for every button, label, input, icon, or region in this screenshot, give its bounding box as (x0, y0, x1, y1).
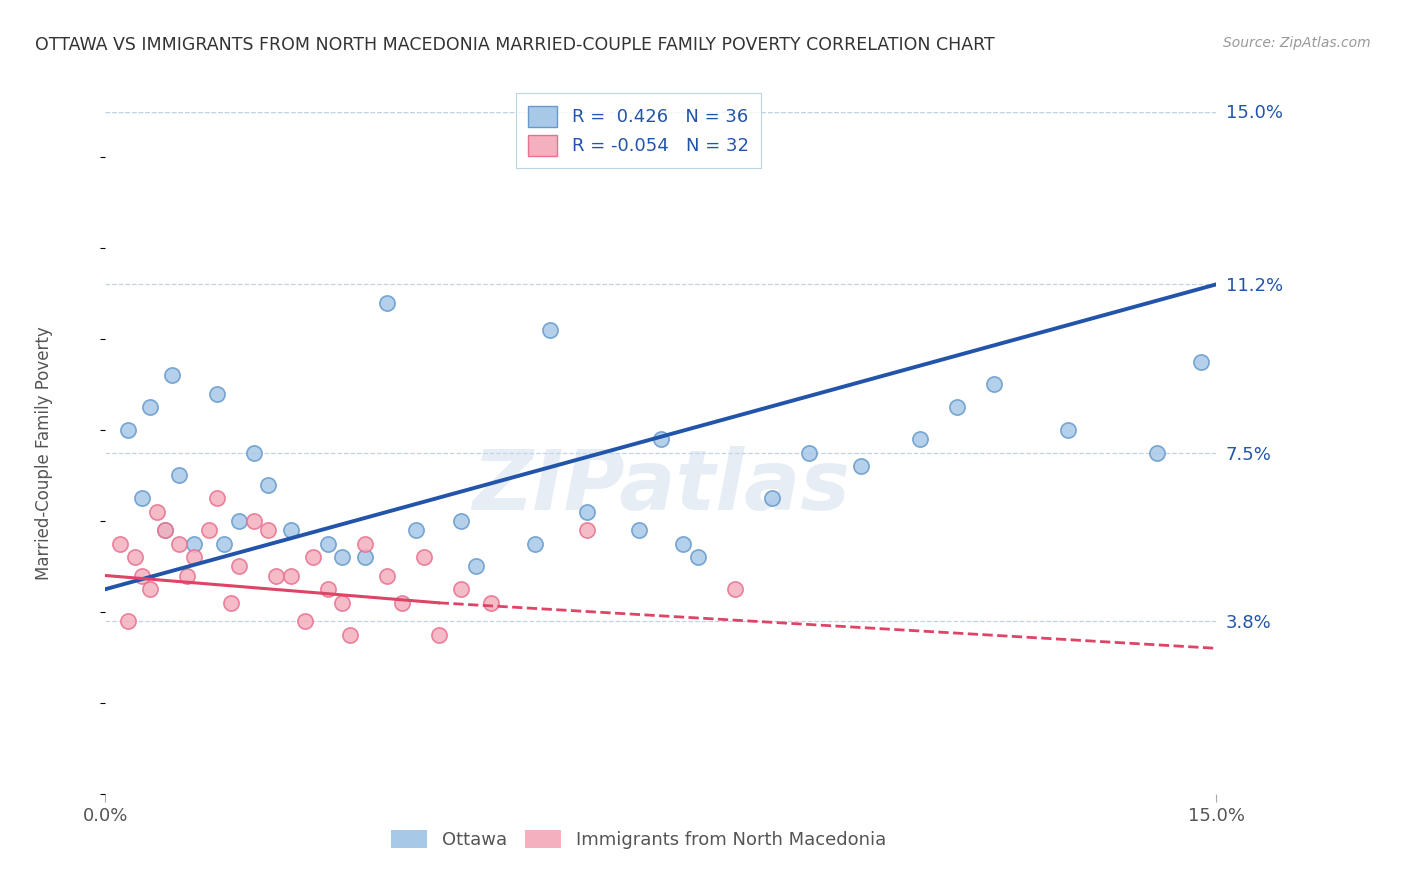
Point (450, 514, 472, 528)
Point (117, 423, 139, 437)
Point (538, 323, 561, 337)
Point (391, 596, 413, 610)
Point (139, 400, 162, 414)
Text: ZIPatlas: ZIPatlas (472, 446, 849, 527)
Point (280, 523, 302, 537)
Point (153, 523, 176, 537)
Point (183, 550, 205, 565)
Point (146, 505, 169, 519)
Point (849, 459, 872, 474)
Point (353, 550, 375, 565)
Point (332, 596, 354, 610)
Point (131, 568, 153, 582)
Point (339, 628, 361, 642)
Point (242, 446, 264, 460)
Point (124, 550, 146, 565)
Point (464, 559, 486, 574)
Point (908, 432, 931, 446)
Text: Married-Couple Family Poverty: Married-Couple Family Poverty (35, 326, 53, 580)
Point (110, 537, 132, 551)
Point (301, 550, 323, 565)
Point (332, 550, 354, 565)
Point (228, 514, 250, 528)
Point (724, 582, 747, 596)
Legend: Ottawa, Immigrants from North Macedonia: Ottawa, Immigrants from North Macedonia (384, 822, 893, 856)
Point (575, 505, 598, 519)
Point (761, 491, 783, 505)
Text: OTTAWA VS IMMIGRANTS FROM NORTH MACEDONIA MARRIED-COUPLE FAMILY POVERTY CORRELAT: OTTAWA VS IMMIGRANTS FROM NORTH MACEDONI… (35, 36, 995, 54)
Point (672, 537, 695, 551)
Point (294, 614, 316, 628)
Point (523, 537, 546, 551)
Point (257, 523, 280, 537)
Point (131, 491, 153, 505)
Point (169, 468, 191, 483)
Point (176, 568, 198, 582)
Point (412, 550, 434, 565)
Point (1146, 446, 1168, 460)
Point (479, 596, 502, 610)
Point (650, 432, 672, 446)
Point (316, 537, 339, 551)
Point (450, 582, 472, 596)
Point (316, 582, 339, 596)
Point (205, 386, 228, 401)
Point (405, 523, 427, 537)
Point (242, 514, 264, 528)
Point (375, 295, 398, 310)
Point (228, 559, 250, 574)
Point (169, 537, 191, 551)
Point (221, 596, 243, 610)
Point (117, 614, 139, 628)
Point (198, 523, 221, 537)
Point (686, 550, 709, 565)
Point (280, 568, 302, 582)
Point (375, 568, 398, 582)
Point (257, 477, 280, 491)
Point (153, 523, 176, 537)
Point (139, 582, 162, 596)
Point (983, 377, 1005, 392)
Point (1057, 423, 1080, 437)
Point (427, 628, 450, 642)
Point (1189, 355, 1212, 369)
Point (183, 537, 205, 551)
Point (627, 523, 650, 537)
Point (353, 537, 375, 551)
Point (797, 446, 820, 460)
Text: Source: ZipAtlas.com: Source: ZipAtlas.com (1223, 36, 1371, 50)
Point (575, 523, 598, 537)
Point (212, 537, 235, 551)
Point (946, 400, 969, 414)
Point (264, 568, 287, 582)
Point (160, 368, 183, 383)
Point (205, 491, 228, 505)
